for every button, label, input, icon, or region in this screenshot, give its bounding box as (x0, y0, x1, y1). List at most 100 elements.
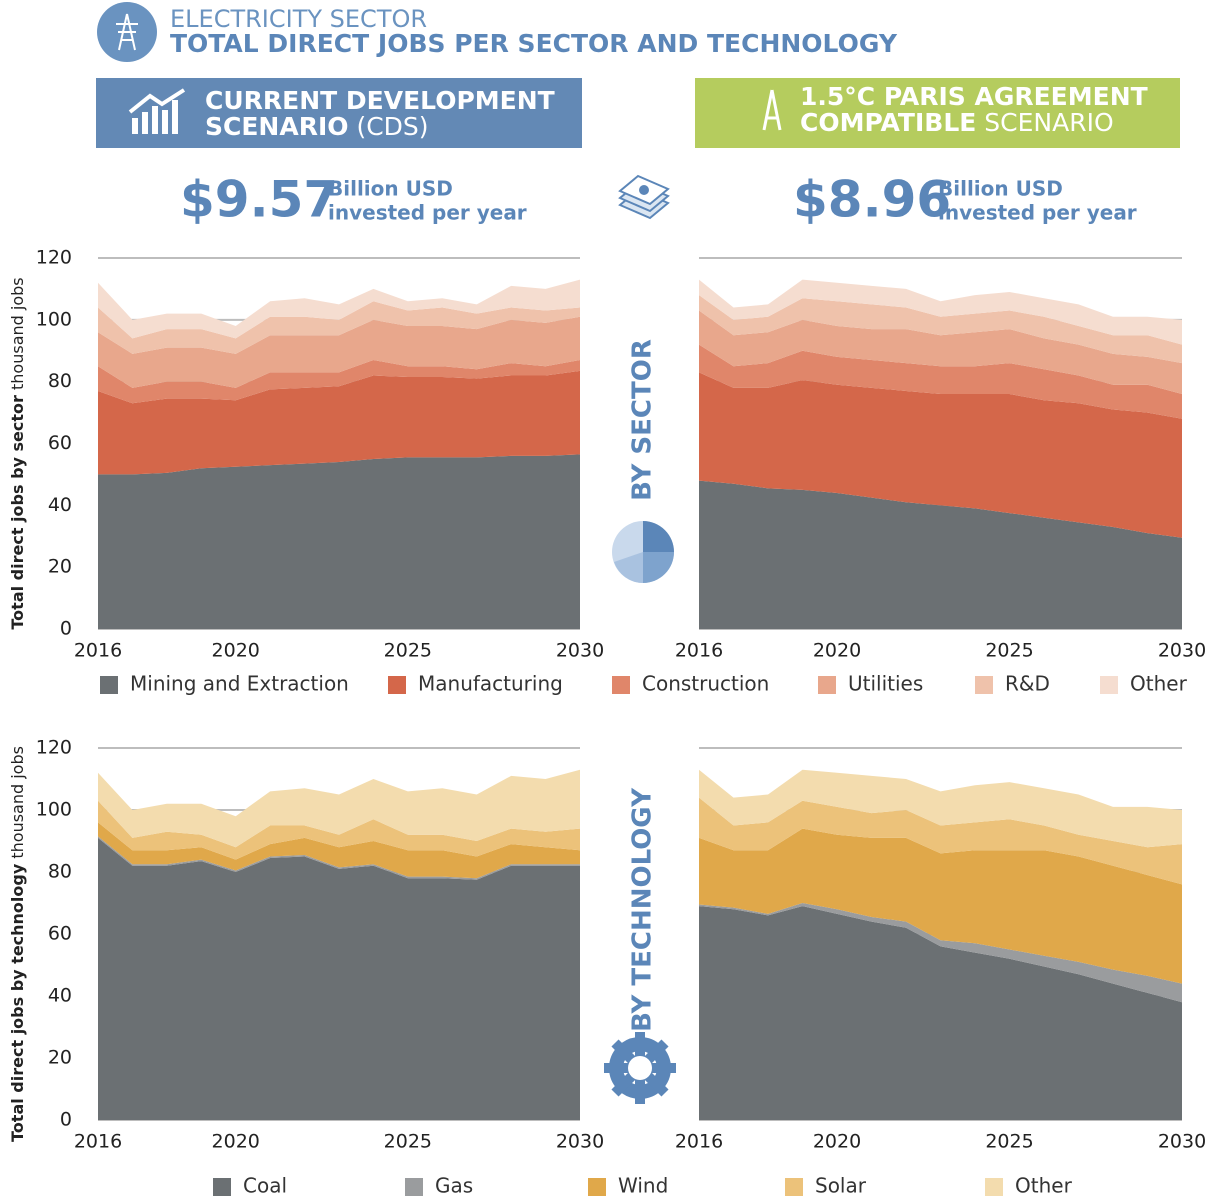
x-tick-label: 2020 (212, 640, 260, 662)
legend-swatch (213, 1178, 231, 1196)
legend-label: Manufacturing (418, 672, 563, 696)
legend-swatch (785, 1178, 803, 1196)
charts: 0 20 40 60 80 100 120 Mining and Extraction Manu… (8, 247, 1207, 1198)
sector-icon (97, 2, 157, 62)
gear-icon (604, 1032, 676, 1104)
x-tick-label: 2016 (74, 640, 122, 662)
legend-swatch (388, 676, 406, 694)
side-label: BY TECHNOLOGY (628, 787, 658, 1032)
y-tick-label: 120 (36, 247, 72, 269)
x-tick-label: 2016 (74, 1131, 122, 1153)
pie-icon (612, 521, 674, 583)
area (699, 828, 1182, 984)
legend-swatch (985, 1178, 1003, 1196)
legend-label: R&D (1005, 672, 1050, 696)
legend-swatch (588, 1178, 606, 1196)
banner-bold: SCENARIO (205, 112, 349, 141)
legend-label: Mining and Extraction (130, 672, 349, 696)
area (98, 800, 580, 860)
x-tick-label: 2030 (1158, 640, 1206, 662)
legend-swatch (975, 676, 993, 694)
growth-icon (128, 88, 186, 134)
investment-note: invested per year (328, 201, 527, 225)
y-tick-label: 60 (48, 923, 72, 945)
y-tick-label: 40 (48, 494, 72, 516)
eiffel-icon (762, 89, 782, 131)
legend-label: Other (1130, 672, 1188, 696)
investment-unit: Billion USD (328, 177, 453, 201)
legend-label: Utilities (848, 672, 923, 696)
legend-label: Coal (243, 1174, 287, 1198)
y-tick-label: 120 (36, 737, 72, 759)
area (699, 295, 1182, 364)
area (98, 316, 580, 388)
area (699, 769, 1182, 848)
legend-swatch (100, 676, 118, 694)
money-icon (618, 174, 670, 220)
y-tick-label: 100 (36, 308, 72, 330)
y-tick-label: 80 (48, 861, 72, 883)
x-tick-label: 2020 (212, 1131, 260, 1153)
side-label: BY SECTOR (628, 339, 658, 501)
area (98, 370, 580, 475)
banner-bold: COMPATIBLE (800, 108, 976, 137)
x-tick-label: 2025 (985, 640, 1033, 662)
area (699, 797, 1182, 885)
area (98, 454, 580, 629)
y-axis-title: Total direct jobs by technology (8, 863, 27, 1142)
y-axis-unit: thousand jobs (8, 277, 27, 390)
y-axis-label: Total direct jobs by technology thousand… (8, 746, 27, 1142)
legend-label: Construction (642, 672, 769, 696)
banner-line: SCENARIO (CDS) (205, 112, 429, 141)
y-axis-unit: thousand jobs (8, 746, 27, 859)
x-tick-label: 2025 (384, 640, 432, 662)
area (98, 279, 580, 339)
area (98, 837, 580, 1120)
y-tick-label: 20 (48, 556, 72, 578)
y-tick-label: 20 (48, 1047, 72, 1069)
area (699, 906, 1182, 1120)
y-tick-label: 0 (60, 1109, 72, 1131)
legend-swatch (405, 1178, 423, 1196)
banner-light: (CDS) (356, 112, 428, 141)
y-tick-label: 80 (48, 370, 72, 392)
legend-label: Wind (618, 1174, 668, 1198)
x-tick-label: 2025 (384, 1131, 432, 1153)
y-tick-label: 100 (36, 799, 72, 821)
area (98, 301, 580, 354)
y-axis-label: Total direct jobs by sector thousand job… (8, 277, 27, 629)
x-tick-label: 2016 (675, 640, 723, 662)
legend-swatch (612, 676, 630, 694)
area (98, 769, 580, 848)
x-tick-label: 2020 (813, 1131, 861, 1153)
investment-note: invested per year (938, 201, 1137, 225)
y-tick-label: 40 (48, 985, 72, 1007)
x-tick-label: 2025 (985, 1131, 1033, 1153)
banner-line: COMPATIBLE SCENARIO (800, 108, 1114, 137)
area (98, 822, 580, 879)
banner-line: 1.5°C PARIS AGREEMENT (800, 82, 1148, 111)
y-tick-label: 0 (60, 618, 72, 640)
x-tick-label: 2030 (556, 640, 604, 662)
x-tick-label: 2016 (675, 1131, 723, 1153)
legend-label: Gas (435, 1174, 473, 1198)
area (699, 279, 1182, 345)
area (699, 344, 1182, 419)
investment-unit: Billion USD (938, 177, 1063, 201)
banner-light: SCENARIO (984, 108, 1113, 137)
x-tick-label: 2030 (1158, 1131, 1206, 1153)
area (699, 372, 1182, 538)
area (699, 480, 1182, 629)
investment-amount: $8.96 (793, 171, 951, 229)
banner-line: CURRENT DEVELOPMENT (205, 86, 555, 115)
sector-label: ELECTRICITY SECTOR (170, 5, 427, 33)
investment-amount: $9.57 (180, 171, 338, 229)
area (699, 310, 1182, 395)
x-tick-label: 2020 (813, 640, 861, 662)
area (98, 360, 580, 404)
x-tick-label: 2030 (556, 1131, 604, 1153)
legend-label: Other (1015, 1174, 1073, 1198)
legend-label: Solar (815, 1174, 867, 1198)
legend-swatch (818, 676, 836, 694)
